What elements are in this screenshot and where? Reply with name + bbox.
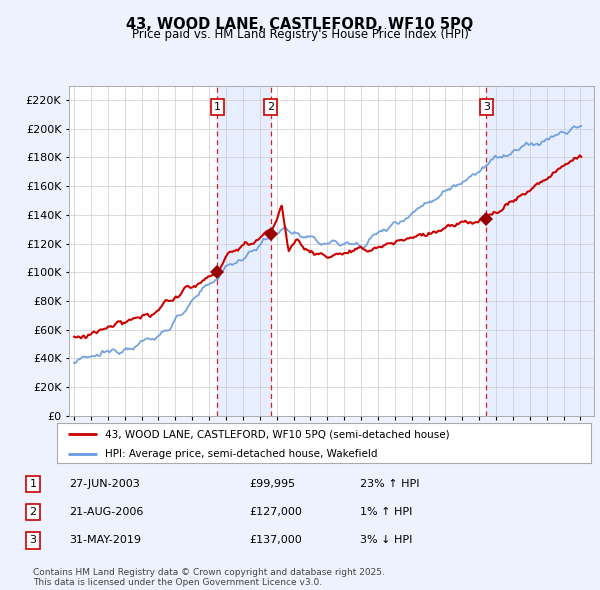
- Text: 3: 3: [29, 536, 37, 545]
- Text: 1: 1: [214, 102, 221, 112]
- Text: 27-JUN-2003: 27-JUN-2003: [69, 479, 140, 489]
- Bar: [486, 86, 594, 416]
- Text: 21-AUG-2006: 21-AUG-2006: [69, 507, 143, 517]
- Text: £99,995: £99,995: [249, 479, 295, 489]
- Text: 43, WOOD LANE, CASTLEFORD, WF10 5PQ: 43, WOOD LANE, CASTLEFORD, WF10 5PQ: [127, 17, 473, 31]
- Text: 31-MAY-2019: 31-MAY-2019: [69, 536, 141, 545]
- Text: 2: 2: [29, 507, 37, 517]
- Bar: [217, 86, 271, 416]
- Text: HPI: Average price, semi-detached house, Wakefield: HPI: Average price, semi-detached house,…: [105, 450, 377, 460]
- Text: 23% ↑ HPI: 23% ↑ HPI: [360, 479, 419, 489]
- Text: Contains HM Land Registry data © Crown copyright and database right 2025.
This d: Contains HM Land Registry data © Crown c…: [33, 568, 385, 587]
- Text: 2: 2: [267, 102, 274, 112]
- Text: 3: 3: [483, 102, 490, 112]
- Text: 43, WOOD LANE, CASTLEFORD, WF10 5PQ (semi-detached house): 43, WOOD LANE, CASTLEFORD, WF10 5PQ (sem…: [105, 430, 449, 440]
- Text: 1: 1: [29, 479, 37, 489]
- Text: Price paid vs. HM Land Registry's House Price Index (HPI): Price paid vs. HM Land Registry's House …: [131, 28, 469, 41]
- Text: £137,000: £137,000: [249, 536, 302, 545]
- Text: 1% ↑ HPI: 1% ↑ HPI: [360, 507, 412, 517]
- Text: 3% ↓ HPI: 3% ↓ HPI: [360, 536, 412, 545]
- Text: £127,000: £127,000: [249, 507, 302, 517]
